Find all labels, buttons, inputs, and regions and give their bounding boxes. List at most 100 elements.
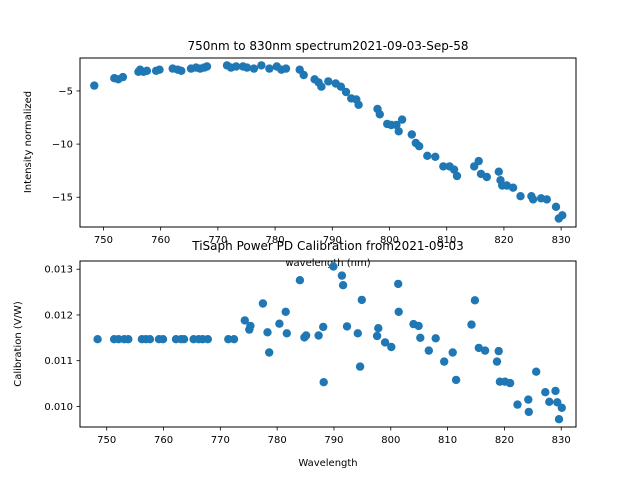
calibration-point <box>554 415 564 424</box>
calibration-x-ticks: 750 760 770 780 790 800 810 820 830 <box>97 427 571 446</box>
calibration-point <box>355 362 365 371</box>
calibration-y-tick-label: 0.012 <box>44 310 73 321</box>
calibration-markers <box>93 262 566 424</box>
calibration-point <box>451 375 461 385</box>
calibration-point <box>541 388 550 397</box>
spectrum-x-tick-label: 790 <box>323 235 342 246</box>
calibration-axes-frame <box>79 260 577 428</box>
calibration-point <box>374 324 383 333</box>
spectrum-point <box>324 77 333 86</box>
spectrum-markers <box>90 61 567 223</box>
calibration-point <box>387 342 396 352</box>
calibration-point <box>513 400 522 409</box>
calibration-point <box>480 346 490 355</box>
calibration-x-tick-label: 760 <box>154 435 173 446</box>
calibration-point <box>314 331 323 340</box>
spectrum-x-tick-label: 800 <box>380 235 399 246</box>
spectrum-point <box>516 192 525 201</box>
calibration-point <box>124 335 133 344</box>
spectrum-y-tick-label: −10 <box>52 140 73 151</box>
spectrum-x-tick-label: 750 <box>94 235 113 246</box>
calibration-point <box>263 328 272 337</box>
spectrum-point <box>449 165 459 174</box>
spectrum-point <box>202 62 212 71</box>
calibration-point <box>551 386 560 396</box>
calibration-point <box>229 335 239 344</box>
calibration-y-tick-label: 0.011 <box>44 356 73 367</box>
spectrum-x-tick-label: 830 <box>552 235 571 246</box>
calibration-point <box>440 357 449 366</box>
calibration-point <box>319 378 328 387</box>
calibration-point <box>448 348 457 357</box>
calibration-point <box>342 322 352 331</box>
calibration-point <box>179 335 189 344</box>
calibration-x-label: Wavelength <box>298 458 357 469</box>
spectrum-point <box>482 172 491 182</box>
spectrum-title: 750nm to 830nm spectrum2021-09-03-Sep-58 <box>188 39 469 53</box>
spectrum-point <box>155 65 164 74</box>
spectrum-point <box>394 127 403 136</box>
calibration-y-label: Calibration (V/W) <box>13 301 24 387</box>
calibration-x-tick-label: 820 <box>495 435 514 446</box>
spectrum-point <box>474 156 483 166</box>
spectrum-y-label: Intensity normalized <box>23 91 34 193</box>
calibration-x-tick-label: 750 <box>97 435 116 446</box>
spectrum-point <box>452 171 462 181</box>
spectrum-x-tick-label: 760 <box>151 235 170 246</box>
spectrum-point <box>551 202 561 211</box>
spectrum-point <box>299 70 308 80</box>
spectrum-point <box>392 120 401 130</box>
calibration-point <box>467 320 476 329</box>
calibration-point <box>372 331 382 341</box>
spectrum-x-label: wavelength (nm) <box>285 258 370 269</box>
calibration-point <box>203 335 212 344</box>
spectrum-point <box>90 81 99 90</box>
calibration-point <box>353 329 362 338</box>
spectrum-point <box>494 167 503 176</box>
calibration-point <box>265 348 274 357</box>
calibration-x-tick-label: 770 <box>211 435 230 446</box>
spectrum-point <box>502 181 511 190</box>
calibration-point <box>424 346 433 355</box>
spectrum-point <box>415 142 424 151</box>
calibration-y-tick-label: 0.010 <box>44 402 73 413</box>
spectrum-point <box>439 162 448 171</box>
calibration-point <box>492 357 502 366</box>
calibration-point <box>329 262 338 271</box>
spectrum-point <box>265 64 274 73</box>
spectrum-point <box>142 66 152 76</box>
calibration-chart: 750 760 770 780 790 800 810 820 830 0.0100.0110.… <box>13 239 577 469</box>
calibration-point <box>93 335 102 344</box>
spectrum-x-tick-label: 770 <box>208 235 227 246</box>
calibration-point <box>246 321 255 331</box>
calibration-point <box>337 271 347 280</box>
spectrum-x-tick-label: 820 <box>494 235 513 246</box>
spectrum-point <box>257 61 266 70</box>
spectrum-point <box>177 66 186 76</box>
calibration-point <box>357 295 366 305</box>
spectrum-point <box>336 82 346 91</box>
calibration-point <box>295 276 305 285</box>
spectrum-point <box>232 62 241 71</box>
spectrum-point <box>354 100 363 110</box>
calibration-point <box>282 329 291 338</box>
spectrum-point <box>508 183 518 192</box>
calibration-point <box>240 316 249 325</box>
calibration-point <box>281 307 290 316</box>
spectrum-point <box>423 151 432 160</box>
calibration-point <box>301 331 311 340</box>
calibration-point <box>505 378 515 388</box>
calibration-point <box>545 397 554 406</box>
spectrum-y-ticks: −5 −10 −15 <box>52 86 80 204</box>
spectrum-y-tick-label: −15 <box>52 193 73 204</box>
calibration-point <box>338 281 348 290</box>
spectrum-point <box>528 195 538 204</box>
calibration-point <box>494 346 503 356</box>
calibration-point <box>416 333 425 342</box>
spectrum-chart: 750 760 770 780 790 800 810 820 830 −5 −10 −15 750… <box>23 39 577 269</box>
calibration-point <box>275 319 284 328</box>
spectrum-axes-frame <box>79 57 577 228</box>
calibration-point <box>470 296 480 305</box>
calibration-y-ticks: 0.010 0.011 0.012 0.013 <box>44 265 80 413</box>
calibration-point <box>557 403 566 412</box>
